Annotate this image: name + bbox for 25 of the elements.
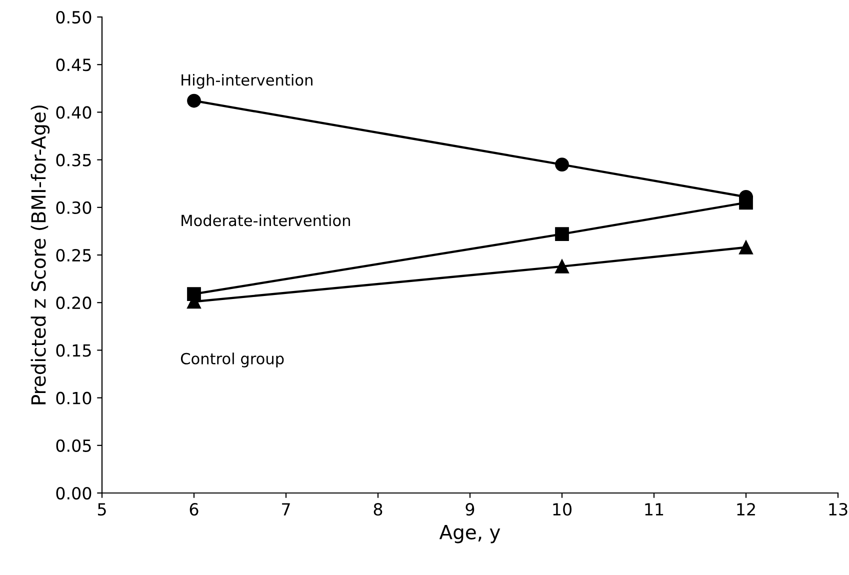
text: Moderate-intervention bbox=[182, 214, 350, 226]
y-tick-label: 0.10 bbox=[56, 392, 92, 404]
y-axis-title: Predicted z Score (BMI-for-Age) bbox=[30, 106, 50, 404]
x-tick-label: 5 bbox=[98, 503, 106, 516]
y-tick-label: 0.45 bbox=[56, 58, 91, 72]
y-tick-label: 0.15 bbox=[56, 344, 91, 357]
y-tick-label: 0.40 bbox=[56, 106, 92, 119]
x-tick-label: 8 bbox=[374, 503, 382, 516]
y-tick-label: 0.25 bbox=[56, 248, 91, 262]
x-tick-label: 13 bbox=[829, 503, 848, 516]
x-tick-label: 6 bbox=[190, 503, 198, 516]
x-tick-label: 7 bbox=[282, 503, 290, 516]
y-tick-label: 0.05 bbox=[56, 439, 91, 452]
x-tick-label: 9 bbox=[466, 503, 474, 516]
series-label: High-intervention bbox=[182, 74, 312, 89]
x-axis-title: Age, y bbox=[439, 525, 500, 544]
x-tick-label: 11 bbox=[645, 503, 664, 516]
y-tick-label: 0.20 bbox=[56, 296, 92, 310]
y-tick-label: 0.30 bbox=[56, 201, 92, 214]
x-tick-label: 12 bbox=[737, 503, 755, 516]
x-tick-label: 10 bbox=[553, 503, 572, 516]
text: Control group bbox=[180, 352, 284, 368]
y-tick-label: 0.35 bbox=[56, 154, 91, 166]
y-tick-label: 0.50 bbox=[56, 10, 92, 24]
y-tick-label: 0.00 bbox=[56, 486, 92, 500]
